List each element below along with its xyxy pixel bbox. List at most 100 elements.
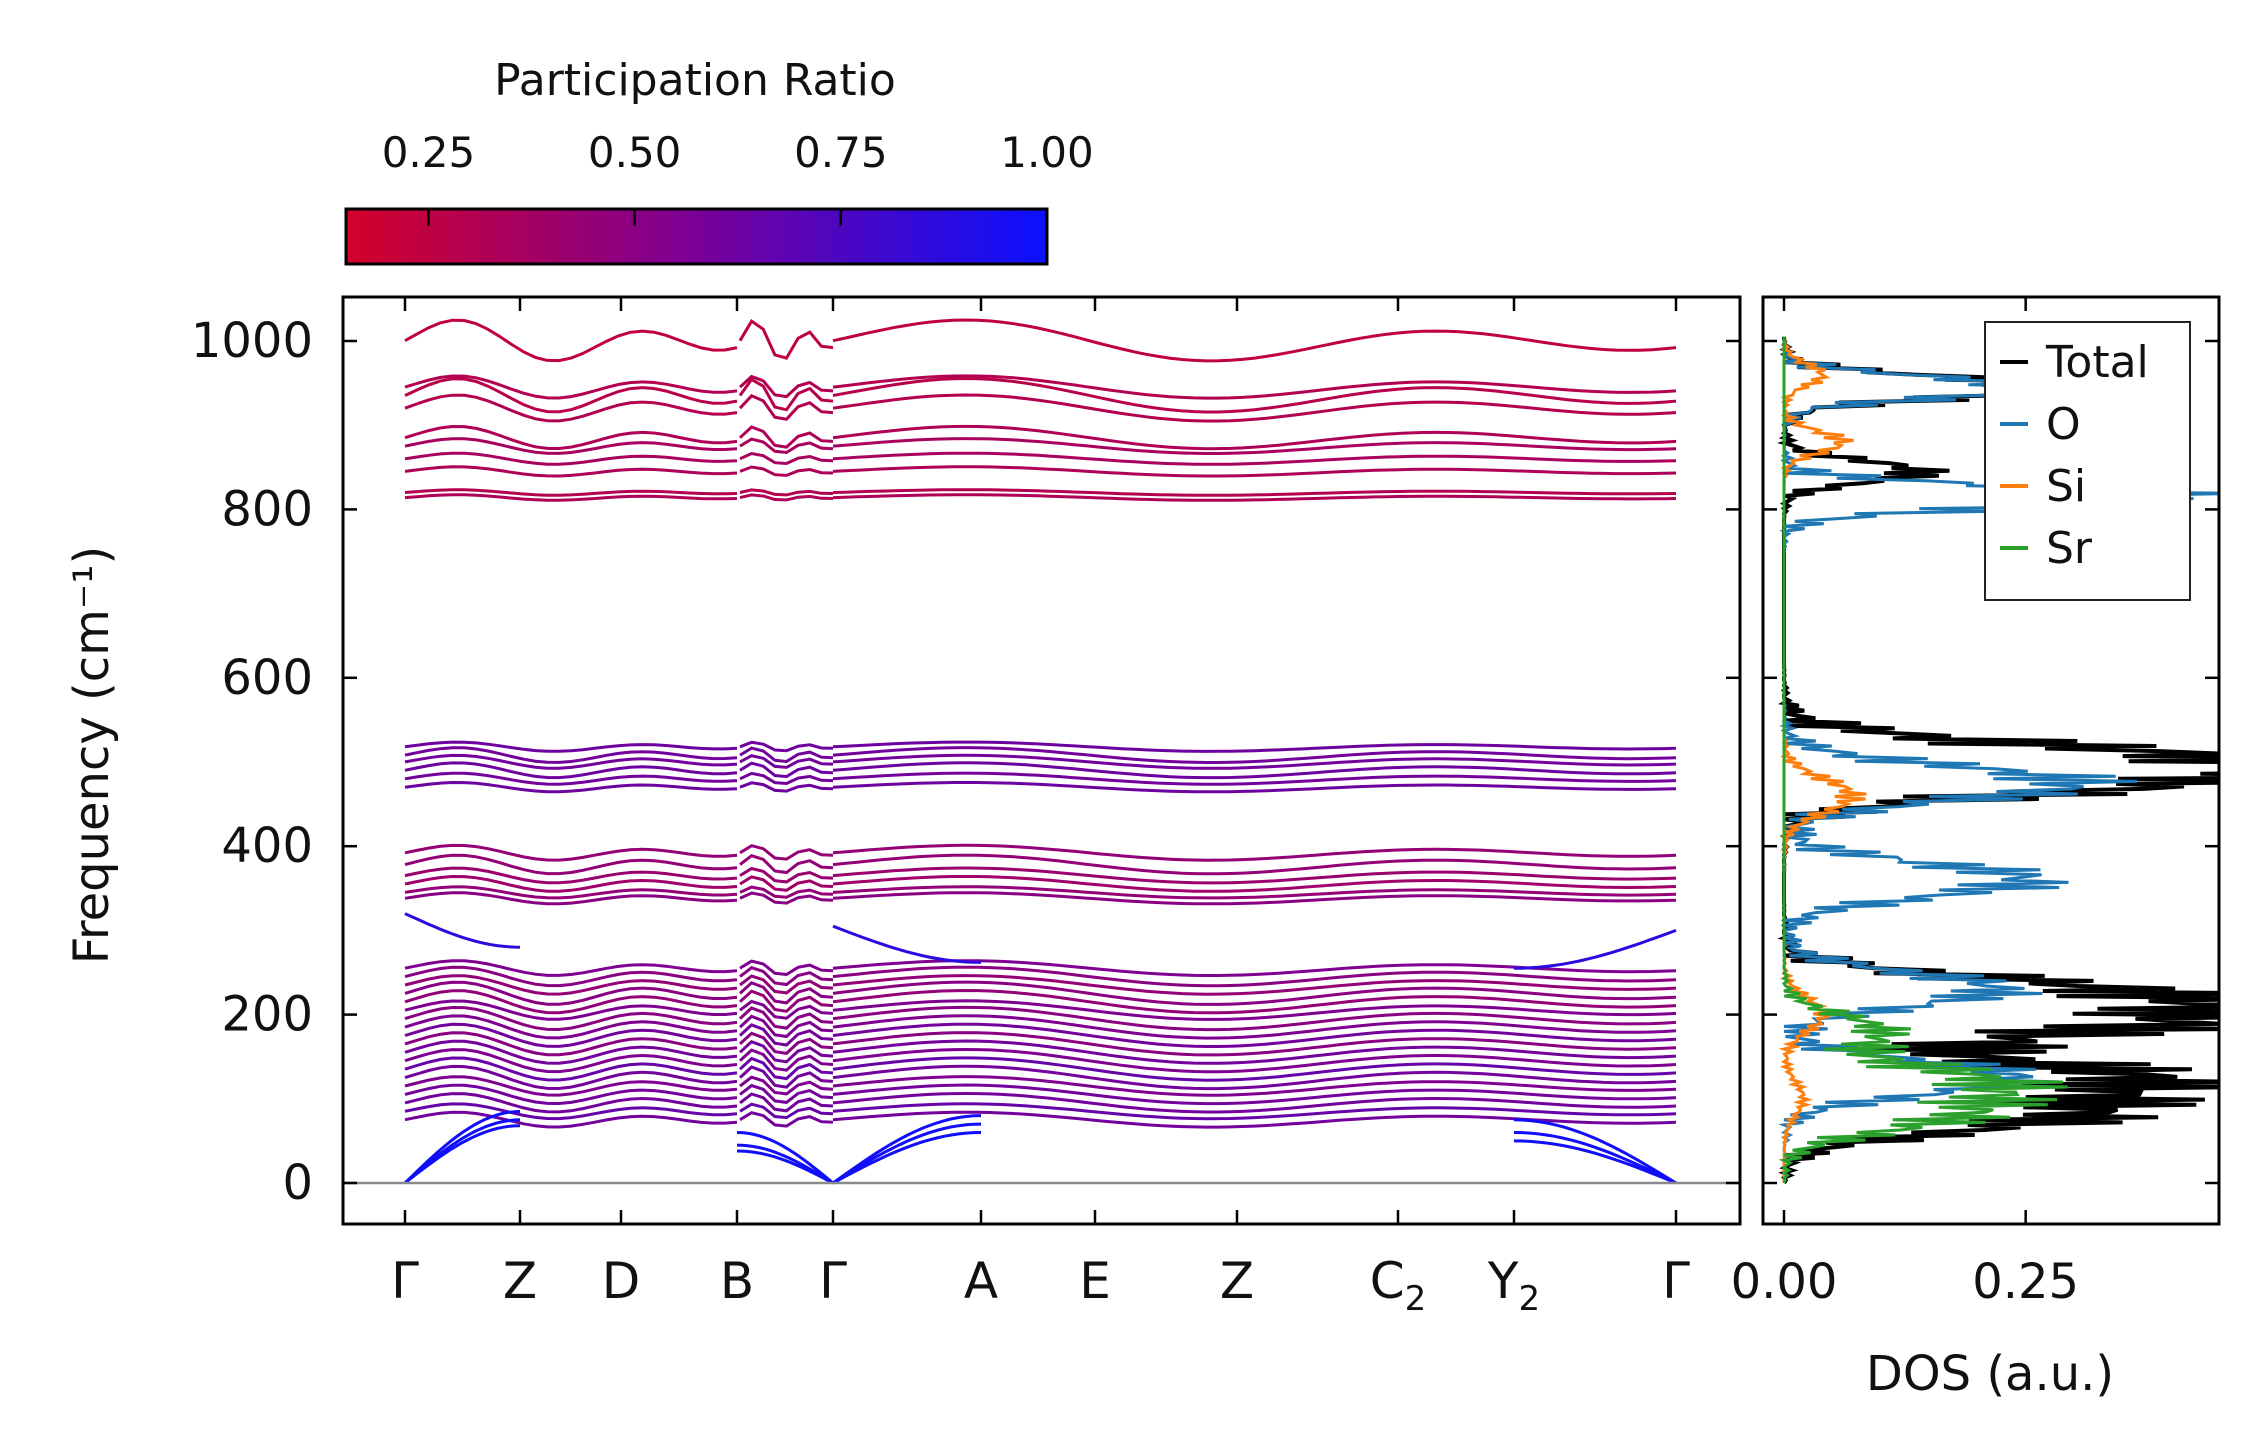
phonon-band (832, 974, 1677, 996)
phonon-band (404, 853, 738, 876)
phonon-band (738, 319, 834, 360)
phonon-band (739, 1092, 834, 1113)
phonon-band (404, 1083, 738, 1106)
phonon-band (404, 377, 738, 414)
dos-series-total (1777, 336, 2219, 1185)
phonon-band (404, 465, 738, 478)
phonon-band (404, 1031, 738, 1057)
phonon-band (832, 1047, 1677, 1074)
phonon-band (739, 781, 834, 793)
phonon-band (739, 875, 834, 892)
phonon-band (832, 465, 1677, 478)
phonon-band (404, 753, 738, 770)
dos-x-tick-label: 0.25 (1972, 1254, 2079, 1310)
phonon-band (832, 437, 1677, 455)
phonon-band (832, 781, 1677, 794)
phonon-band (739, 999, 834, 1020)
phonon-band (1513, 928, 1677, 970)
phonon-band (404, 1005, 738, 1032)
phonon-band (739, 844, 834, 861)
band-structure-panel: 0 200 400 600 800 1000 Γ Z D B Γ A E Z C2 Y2 Γ Frequency… (64, 295, 1742, 1319)
acoustic-band (736, 1131, 834, 1185)
dos-curves (1777, 336, 2219, 1185)
phonon-band (832, 1102, 1677, 1121)
phonon-band (832, 924, 982, 964)
phonon-band (404, 746, 738, 764)
colorbar-tick-label: 1.00 (1000, 128, 1094, 177)
phonon-band (832, 771, 1677, 786)
y-tick-label: 200 (221, 987, 313, 1043)
legend-label-o: O (2046, 399, 2081, 450)
phonon-band (404, 843, 738, 862)
acoustic-band (404, 1124, 521, 1185)
phonon-band (404, 740, 738, 753)
x-tick-label: Γ (1662, 1252, 1690, 1310)
dos-legend: Total O Si Sr (1984, 321, 2191, 601)
x-tick-label: B (720, 1252, 754, 1310)
phonon-band (738, 1056, 834, 1081)
phonon-band (738, 1065, 834, 1089)
phonon-band (739, 771, 834, 786)
phonon-band (832, 965, 1677, 988)
colorbar-tick-label: 0.25 (382, 128, 476, 177)
y-tick-label: 600 (221, 650, 313, 706)
phonon-band (738, 425, 834, 449)
acoustic-band (1513, 1139, 1677, 1185)
acoustic-band (832, 1114, 982, 1185)
dos-series-sr (1778, 336, 2068, 1184)
phonon-band (739, 740, 834, 753)
phonon-band (739, 966, 834, 987)
phonon-band (404, 1014, 738, 1040)
dos-series-o (1778, 336, 2219, 1183)
x-tick-label: Γ (819, 1252, 847, 1310)
phonon-band (404, 974, 738, 996)
phonon-band (404, 761, 738, 780)
phonon-band (404, 1092, 738, 1114)
phonon-bands (403, 318, 1677, 1185)
phonon-band (832, 374, 1677, 400)
phonon-band (832, 451, 1677, 466)
y-tick-label: 0 (282, 1155, 313, 1211)
phonon-band (832, 753, 1677, 770)
x-tick-label: D (602, 1252, 641, 1310)
colorbar-tick-label: 0.50 (588, 128, 682, 177)
phonon-band (738, 1023, 834, 1047)
phonon-band (404, 393, 738, 423)
y-tick-label: 400 (221, 818, 313, 874)
phonon-band (404, 1039, 738, 1065)
phonon-band (739, 854, 834, 875)
phonon-band (832, 393, 1677, 423)
phonon-band (739, 1083, 834, 1104)
dos-x-tick-label: 0.00 (1731, 1254, 1838, 1310)
phonon-band (739, 746, 834, 764)
phonon-band (404, 1110, 738, 1129)
phonon-band (739, 1111, 834, 1128)
phonon-band (404, 1102, 738, 1121)
dos-axes-frame (1761, 295, 2221, 1226)
phonon-band (739, 885, 834, 899)
phonon-band (832, 843, 1677, 862)
phonon-band (832, 488, 1677, 497)
acoustic-band (1513, 1118, 1677, 1185)
phonon-band (832, 866, 1677, 885)
phonon-band (404, 959, 738, 977)
phonon-band (832, 885, 1677, 900)
x-tick-label: C2 (1370, 1252, 1427, 1319)
phonon-band (738, 1039, 834, 1064)
phonon-band (739, 959, 834, 977)
phonon-band (738, 989, 834, 1013)
phonon-band (832, 853, 1677, 876)
phonon-band (739, 488, 834, 497)
phonon-band (739, 761, 834, 779)
phonon-band (739, 754, 834, 769)
phonon-band (739, 451, 834, 466)
phonon-band (832, 1083, 1677, 1106)
legend-frame (1984, 321, 2191, 601)
phonon-band (832, 424, 1677, 451)
phonon-band (404, 1022, 738, 1048)
x-tick-label: A (964, 1252, 998, 1310)
phonon-band (404, 989, 738, 1015)
phonon-band (739, 974, 834, 995)
phonon-band (404, 374, 738, 400)
acoustic-band (404, 1118, 521, 1185)
